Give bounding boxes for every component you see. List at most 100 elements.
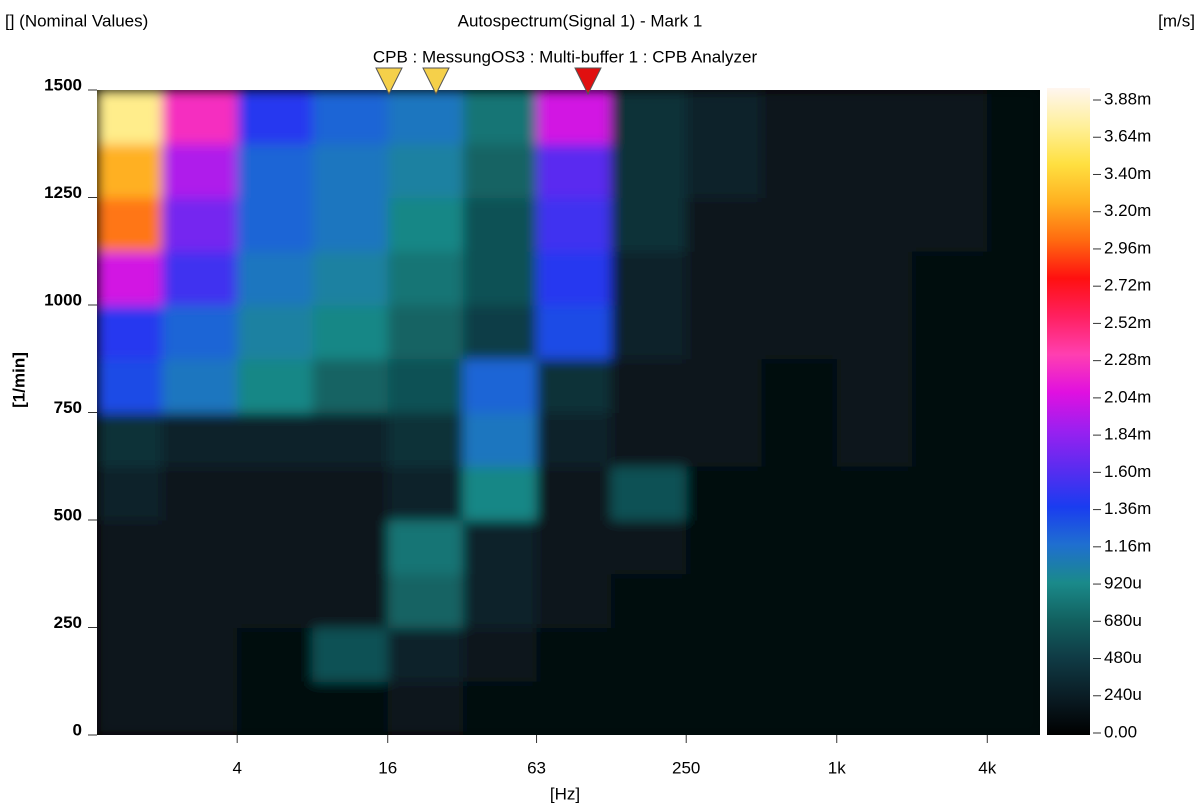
colorbar-tick-label: 0.00 — [1104, 722, 1137, 741]
heat-cell — [912, 251, 988, 306]
heat-cell — [686, 90, 762, 145]
heat-cell — [610, 358, 687, 413]
heat-cell — [161, 412, 238, 467]
heat-cell — [161, 305, 238, 360]
heat-cell — [536, 520, 612, 575]
heat-cell — [387, 627, 464, 682]
heat-cell — [237, 573, 313, 628]
heat-cell — [161, 573, 238, 628]
colorbar-tick-label: 2.04m — [1104, 387, 1151, 406]
colorbar-tick-label: 3.64m — [1104, 127, 1151, 146]
y-tick-label: 750 — [54, 398, 82, 417]
heat-cell — [836, 305, 913, 360]
heat-cell — [462, 251, 538, 306]
heat-cell — [761, 143, 838, 198]
heat-cell — [987, 358, 1040, 413]
colorbar-tick-label: 3.40m — [1104, 164, 1151, 183]
heat-cell — [237, 197, 313, 252]
x-axis-label: [Hz] — [550, 784, 580, 803]
heat-cell — [610, 627, 687, 682]
heat-cell — [237, 466, 313, 521]
heat-cell — [761, 627, 838, 682]
colorbar-tick-label: 2.28m — [1104, 350, 1151, 369]
heat-cell — [761, 358, 838, 413]
heat-cell — [237, 251, 313, 306]
heat-cell — [312, 412, 389, 467]
colorbar-tick-label: 2.72m — [1104, 276, 1151, 295]
cursor-marker[interactable] — [375, 67, 403, 96]
heat-cell — [312, 681, 389, 735]
heat-cell — [536, 197, 612, 252]
heat-cell — [97, 627, 163, 682]
heat-cell — [387, 251, 464, 306]
heat-cell — [536, 627, 612, 682]
heat-cell — [686, 305, 762, 360]
heat-cell — [761, 520, 838, 575]
heat-cell — [312, 197, 389, 252]
colorbar-tick-label: 1.84m — [1104, 425, 1151, 444]
heat-cell — [836, 358, 913, 413]
heat-cell — [312, 466, 389, 521]
heat-cell — [610, 197, 687, 252]
heat-cell — [987, 412, 1040, 467]
heat-cell — [987, 90, 1040, 145]
heat-cell — [237, 681, 313, 735]
heat-cell — [462, 681, 538, 735]
cursor-marker[interactable] — [574, 67, 602, 96]
heat-cell — [237, 143, 313, 198]
heat-cell — [387, 305, 464, 360]
heat-cell — [686, 251, 762, 306]
heat-cell — [536, 90, 612, 145]
heat-cell — [686, 466, 762, 521]
heat-cell — [161, 466, 238, 521]
heat-cell — [536, 305, 612, 360]
y-tick-label: 1500 — [44, 75, 82, 94]
heatmap — [97, 90, 1040, 735]
heat-cell — [987, 143, 1040, 198]
colorbar-tick-label: 1.36m — [1104, 499, 1151, 518]
heat-cell — [686, 681, 762, 735]
heat-cell — [536, 358, 612, 413]
heat-cell — [610, 520, 687, 575]
heat-cell — [462, 466, 538, 521]
heat-cell — [237, 520, 313, 575]
x-tick-label: 250 — [672, 758, 700, 777]
heat-cell — [97, 681, 163, 735]
heat-cell — [312, 251, 389, 306]
heat-cell — [912, 90, 988, 145]
heat-cell — [536, 251, 612, 306]
y-tick-label: 1000 — [44, 290, 82, 309]
heat-cell — [987, 305, 1040, 360]
heat-cell — [97, 143, 163, 198]
chart-title: Autospectrum(Signal 1) - Mark 1 — [458, 11, 703, 30]
heat-cell — [462, 197, 538, 252]
heat-cell — [462, 520, 538, 575]
heat-cell — [312, 90, 389, 145]
corner-label: [] (Nominal Values) — [5, 11, 148, 30]
colorbar-tick-label: 240u — [1104, 685, 1142, 704]
heat-cell — [987, 251, 1040, 306]
heat-cell — [312, 143, 389, 198]
heat-cell — [836, 520, 913, 575]
heat-cell — [387, 466, 464, 521]
colorbar-tick-label: 480u — [1104, 648, 1142, 667]
heat-cell — [387, 681, 464, 735]
heat-cell — [686, 520, 762, 575]
heat-cell — [97, 520, 163, 575]
colorbar-tick-label: 2.52m — [1104, 313, 1151, 332]
heat-cell — [836, 143, 913, 198]
heat-cell — [836, 627, 913, 682]
heat-cell — [610, 251, 687, 306]
colorbar — [1047, 88, 1090, 735]
heat-cell — [912, 681, 988, 735]
heat-cell — [387, 197, 464, 252]
y-axis-label: [1/min] — [9, 352, 28, 408]
heat-cell — [161, 197, 238, 252]
heat-cell — [97, 573, 163, 628]
heat-cell — [610, 466, 687, 521]
cursor-marker[interactable] — [422, 67, 450, 96]
heat-cell — [761, 197, 838, 252]
heat-cell — [987, 520, 1040, 575]
x-tick-label: 63 — [527, 758, 546, 777]
colorbar-tick-label: 1.16m — [1104, 536, 1151, 555]
